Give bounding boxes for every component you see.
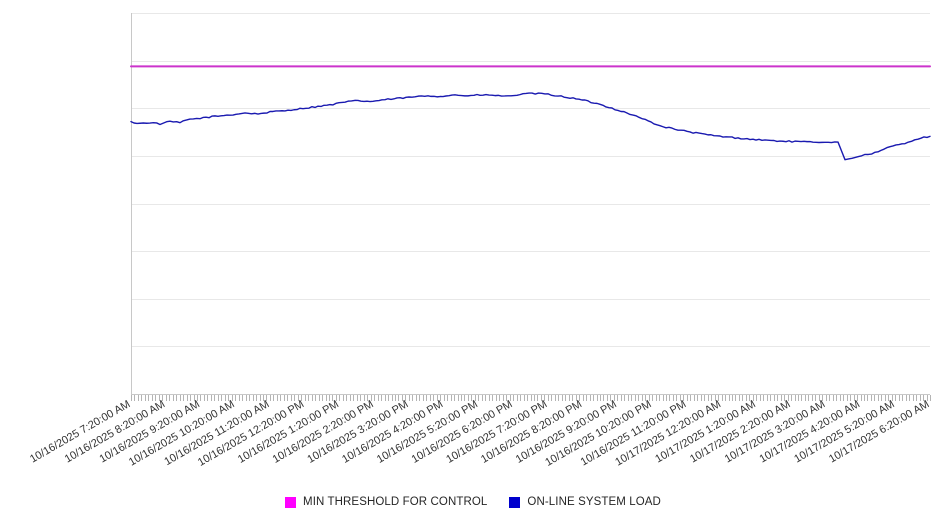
legend-label: MIN THRESHOLD FOR CONTROL: [303, 496, 488, 508]
legend-color-swatch: [509, 496, 521, 508]
x-axis-ticks: [131, 395, 931, 401]
legend-color-swatch: [285, 496, 297, 508]
chart-legend: MIN THRESHOLD FOR CONTROL ON-LINE SYSTEM …: [0, 496, 946, 508]
series-on-line-system-load: [130, 92, 931, 161]
legend-label: ON-LINE SYSTEM LOAD: [527, 496, 661, 508]
legend-item[interactable]: MIN THRESHOLD FOR CONTROL: [285, 496, 487, 508]
legend-item[interactable]: ON-LINE SYSTEM LOAD: [509, 496, 661, 508]
gridlines: [131, 13, 930, 395]
